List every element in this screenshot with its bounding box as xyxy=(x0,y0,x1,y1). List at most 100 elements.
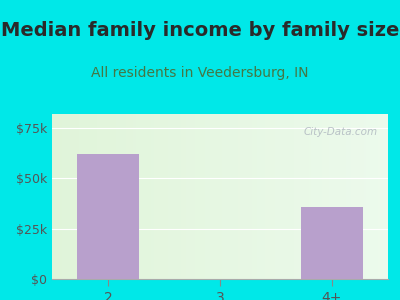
Bar xyxy=(208,114,210,279)
Bar xyxy=(79,114,80,279)
Bar xyxy=(349,114,351,279)
Bar xyxy=(111,114,112,279)
Bar xyxy=(307,114,309,279)
Bar xyxy=(341,114,343,279)
Bar xyxy=(245,114,247,279)
Bar xyxy=(186,114,188,279)
Bar xyxy=(255,114,257,279)
Bar xyxy=(351,114,353,279)
Bar xyxy=(354,114,356,279)
Bar xyxy=(92,114,94,279)
Bar xyxy=(84,114,86,279)
Bar xyxy=(380,114,381,279)
Bar xyxy=(371,114,373,279)
Bar xyxy=(160,114,161,279)
Bar xyxy=(356,114,358,279)
Bar xyxy=(376,114,378,279)
Bar xyxy=(67,114,69,279)
Bar xyxy=(97,114,99,279)
Bar xyxy=(69,114,70,279)
Bar xyxy=(134,114,136,279)
Bar xyxy=(119,114,121,279)
Bar xyxy=(225,114,227,279)
Bar xyxy=(287,114,289,279)
Bar xyxy=(82,114,84,279)
Bar xyxy=(331,114,332,279)
Bar xyxy=(74,114,76,279)
Bar xyxy=(158,114,160,279)
Bar xyxy=(234,114,235,279)
Bar xyxy=(230,114,232,279)
Bar xyxy=(299,114,301,279)
Bar xyxy=(280,114,282,279)
Bar xyxy=(188,114,190,279)
Bar xyxy=(55,114,57,279)
Bar xyxy=(257,114,259,279)
Bar xyxy=(381,114,383,279)
Bar xyxy=(364,114,366,279)
Bar xyxy=(215,114,217,279)
Bar xyxy=(60,114,62,279)
Bar xyxy=(213,114,215,279)
Bar xyxy=(286,114,287,279)
Bar xyxy=(148,114,150,279)
Bar xyxy=(122,114,124,279)
Bar xyxy=(328,114,329,279)
Bar xyxy=(218,114,220,279)
Bar xyxy=(238,114,240,279)
Bar xyxy=(314,114,316,279)
Bar xyxy=(312,114,314,279)
Bar xyxy=(373,114,374,279)
Bar xyxy=(366,114,368,279)
Bar xyxy=(193,114,195,279)
Bar xyxy=(190,114,192,279)
Bar xyxy=(109,114,111,279)
Bar xyxy=(80,114,82,279)
Bar xyxy=(72,114,74,279)
Bar xyxy=(121,114,122,279)
Bar xyxy=(76,114,77,279)
Bar xyxy=(112,114,114,279)
Bar xyxy=(77,114,79,279)
Bar xyxy=(346,114,348,279)
Bar xyxy=(164,114,166,279)
Bar xyxy=(180,114,181,279)
Bar xyxy=(200,114,202,279)
Bar xyxy=(316,114,318,279)
Bar xyxy=(176,114,178,279)
Bar xyxy=(139,114,141,279)
Bar xyxy=(129,114,131,279)
Bar xyxy=(344,114,346,279)
Bar xyxy=(133,114,134,279)
Bar xyxy=(252,114,254,279)
Bar xyxy=(171,114,173,279)
Bar xyxy=(222,114,223,279)
Bar xyxy=(86,114,87,279)
Bar xyxy=(383,114,385,279)
Bar xyxy=(183,114,185,279)
Bar xyxy=(170,114,171,279)
Bar xyxy=(52,114,54,279)
Bar xyxy=(264,114,265,279)
Bar xyxy=(250,114,252,279)
Bar xyxy=(156,114,158,279)
Bar xyxy=(118,114,119,279)
Bar xyxy=(138,114,139,279)
Bar xyxy=(276,114,277,279)
Bar xyxy=(374,114,376,279)
Bar xyxy=(270,114,272,279)
Bar xyxy=(358,114,360,279)
Bar xyxy=(237,114,238,279)
Bar xyxy=(386,114,388,279)
Bar xyxy=(363,114,364,279)
Bar xyxy=(262,114,264,279)
Bar xyxy=(360,114,361,279)
Text: City-Data.com: City-Data.com xyxy=(304,127,378,137)
Bar xyxy=(163,114,164,279)
Bar xyxy=(166,114,168,279)
Bar xyxy=(302,114,304,279)
Bar xyxy=(290,114,292,279)
Bar xyxy=(353,114,354,279)
Bar xyxy=(318,114,319,279)
Bar xyxy=(203,114,205,279)
